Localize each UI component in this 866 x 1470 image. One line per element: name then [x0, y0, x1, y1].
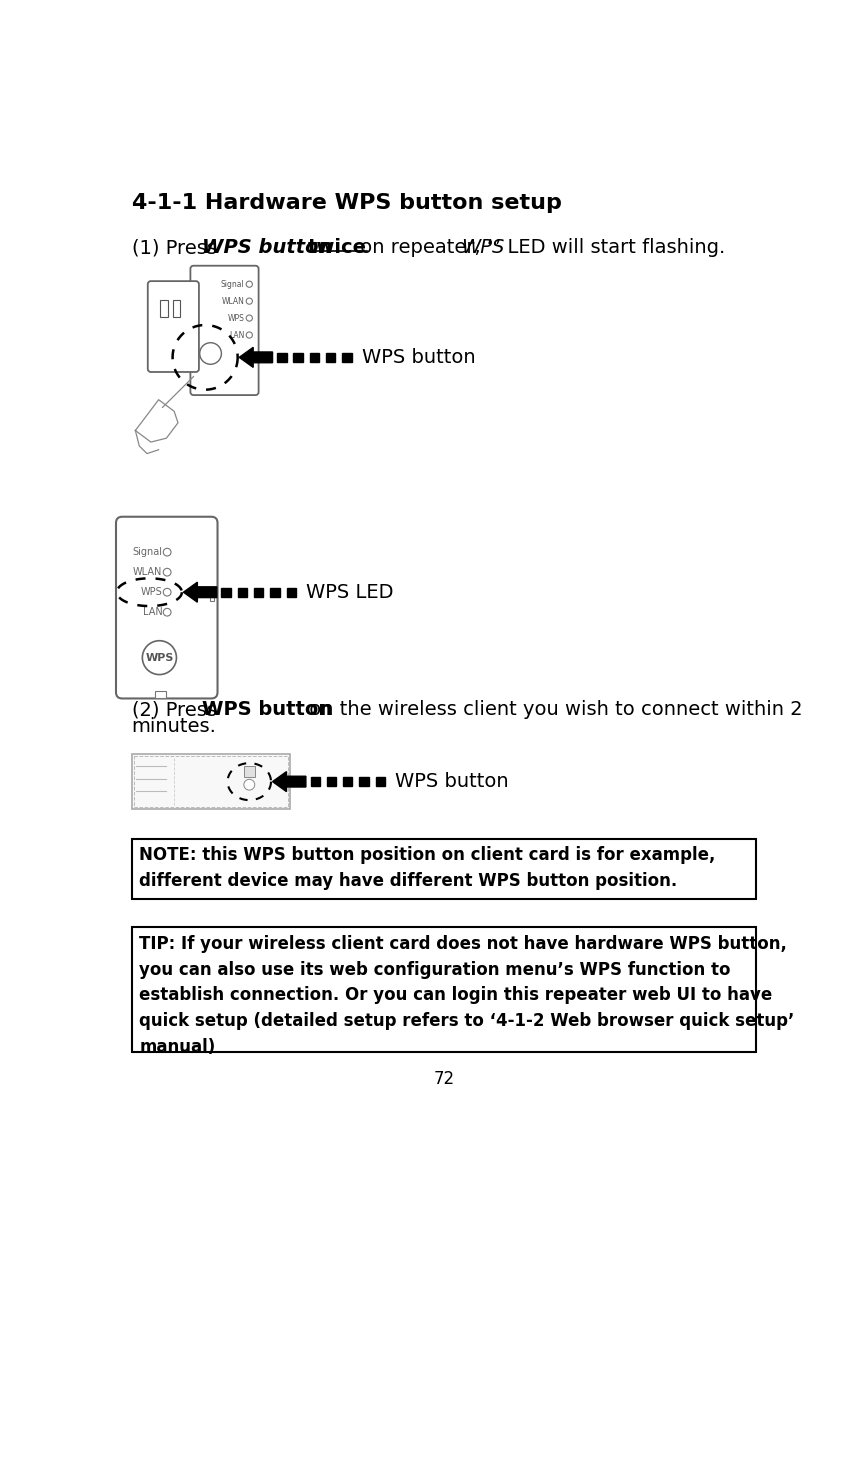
Text: WPS button: WPS button [362, 348, 475, 368]
Circle shape [164, 609, 171, 616]
Bar [244, 766, 255, 778]
Circle shape [246, 315, 252, 320]
FancyBboxPatch shape [116, 517, 217, 698]
Circle shape [244, 779, 255, 789]
Text: WPS button: WPS button [203, 238, 333, 257]
Text: Signal: Signal [221, 279, 245, 288]
Circle shape [246, 281, 252, 287]
Bar [134, 756, 288, 807]
Bar [343, 778, 352, 786]
Text: WLAN: WLAN [133, 567, 163, 578]
Text: 4-1-1 Hardware WPS button setup: 4-1-1 Hardware WPS button setup [132, 194, 561, 213]
Bar [237, 588, 247, 597]
Bar [155, 691, 165, 698]
Bar [359, 778, 369, 786]
Bar [222, 588, 230, 597]
Text: (1) Press: (1) Press [132, 238, 223, 257]
Bar [172, 300, 180, 316]
FancyArrow shape [184, 582, 216, 603]
Circle shape [200, 343, 222, 365]
Text: WPS: WPS [145, 653, 173, 663]
Text: WPS button: WPS button [203, 700, 333, 719]
Bar [160, 300, 168, 316]
Text: WPS: WPS [228, 313, 245, 322]
Text: WPS: WPS [462, 238, 505, 257]
Text: ’ LED will start flashing.: ’ LED will start flashing. [495, 238, 726, 257]
Bar [132, 838, 756, 898]
Bar [310, 353, 319, 362]
Bar [326, 353, 335, 362]
Text: WPS button: WPS button [395, 772, 508, 791]
FancyArrow shape [239, 347, 273, 368]
Bar [132, 928, 756, 1053]
Circle shape [142, 641, 177, 675]
Circle shape [164, 588, 171, 595]
Text: LAN: LAN [143, 607, 163, 617]
Text: LAN: LAN [229, 331, 245, 340]
Bar [277, 353, 287, 362]
Text: WLAN: WLAN [222, 297, 245, 306]
Bar [210, 592, 215, 601]
Bar [294, 353, 303, 362]
Text: TIP: If your wireless client card does not have hardware WPS button,
you can als: TIP: If your wireless client card does n… [139, 935, 795, 1055]
Bar [270, 588, 280, 597]
Circle shape [164, 569, 171, 576]
Text: on repeater, ‘: on repeater, ‘ [354, 238, 493, 257]
Bar [287, 588, 296, 597]
FancyBboxPatch shape [191, 266, 259, 395]
Circle shape [164, 548, 171, 556]
Bar [342, 353, 352, 362]
Text: Signal: Signal [132, 547, 163, 557]
FancyBboxPatch shape [148, 281, 199, 372]
Bar [376, 778, 385, 786]
Text: (2) Press: (2) Press [132, 700, 223, 719]
Bar [132, 754, 290, 810]
Circle shape [246, 298, 252, 304]
Bar [254, 588, 263, 597]
Text: 72: 72 [433, 1070, 455, 1088]
Text: twice: twice [308, 238, 367, 257]
Text: NOTE: this WPS button position on client card is for example,
different device m: NOTE: this WPS button position on client… [139, 847, 715, 889]
Text: on the wireless client you wish to connect within 2: on the wireless client you wish to conne… [303, 700, 803, 719]
Text: WPS LED: WPS LED [306, 582, 393, 601]
Circle shape [246, 332, 252, 338]
Bar [326, 778, 336, 786]
FancyArrow shape [273, 772, 306, 792]
Text: minutes.: minutes. [132, 717, 216, 736]
Bar [311, 778, 320, 786]
Text: WPS: WPS [141, 587, 163, 597]
